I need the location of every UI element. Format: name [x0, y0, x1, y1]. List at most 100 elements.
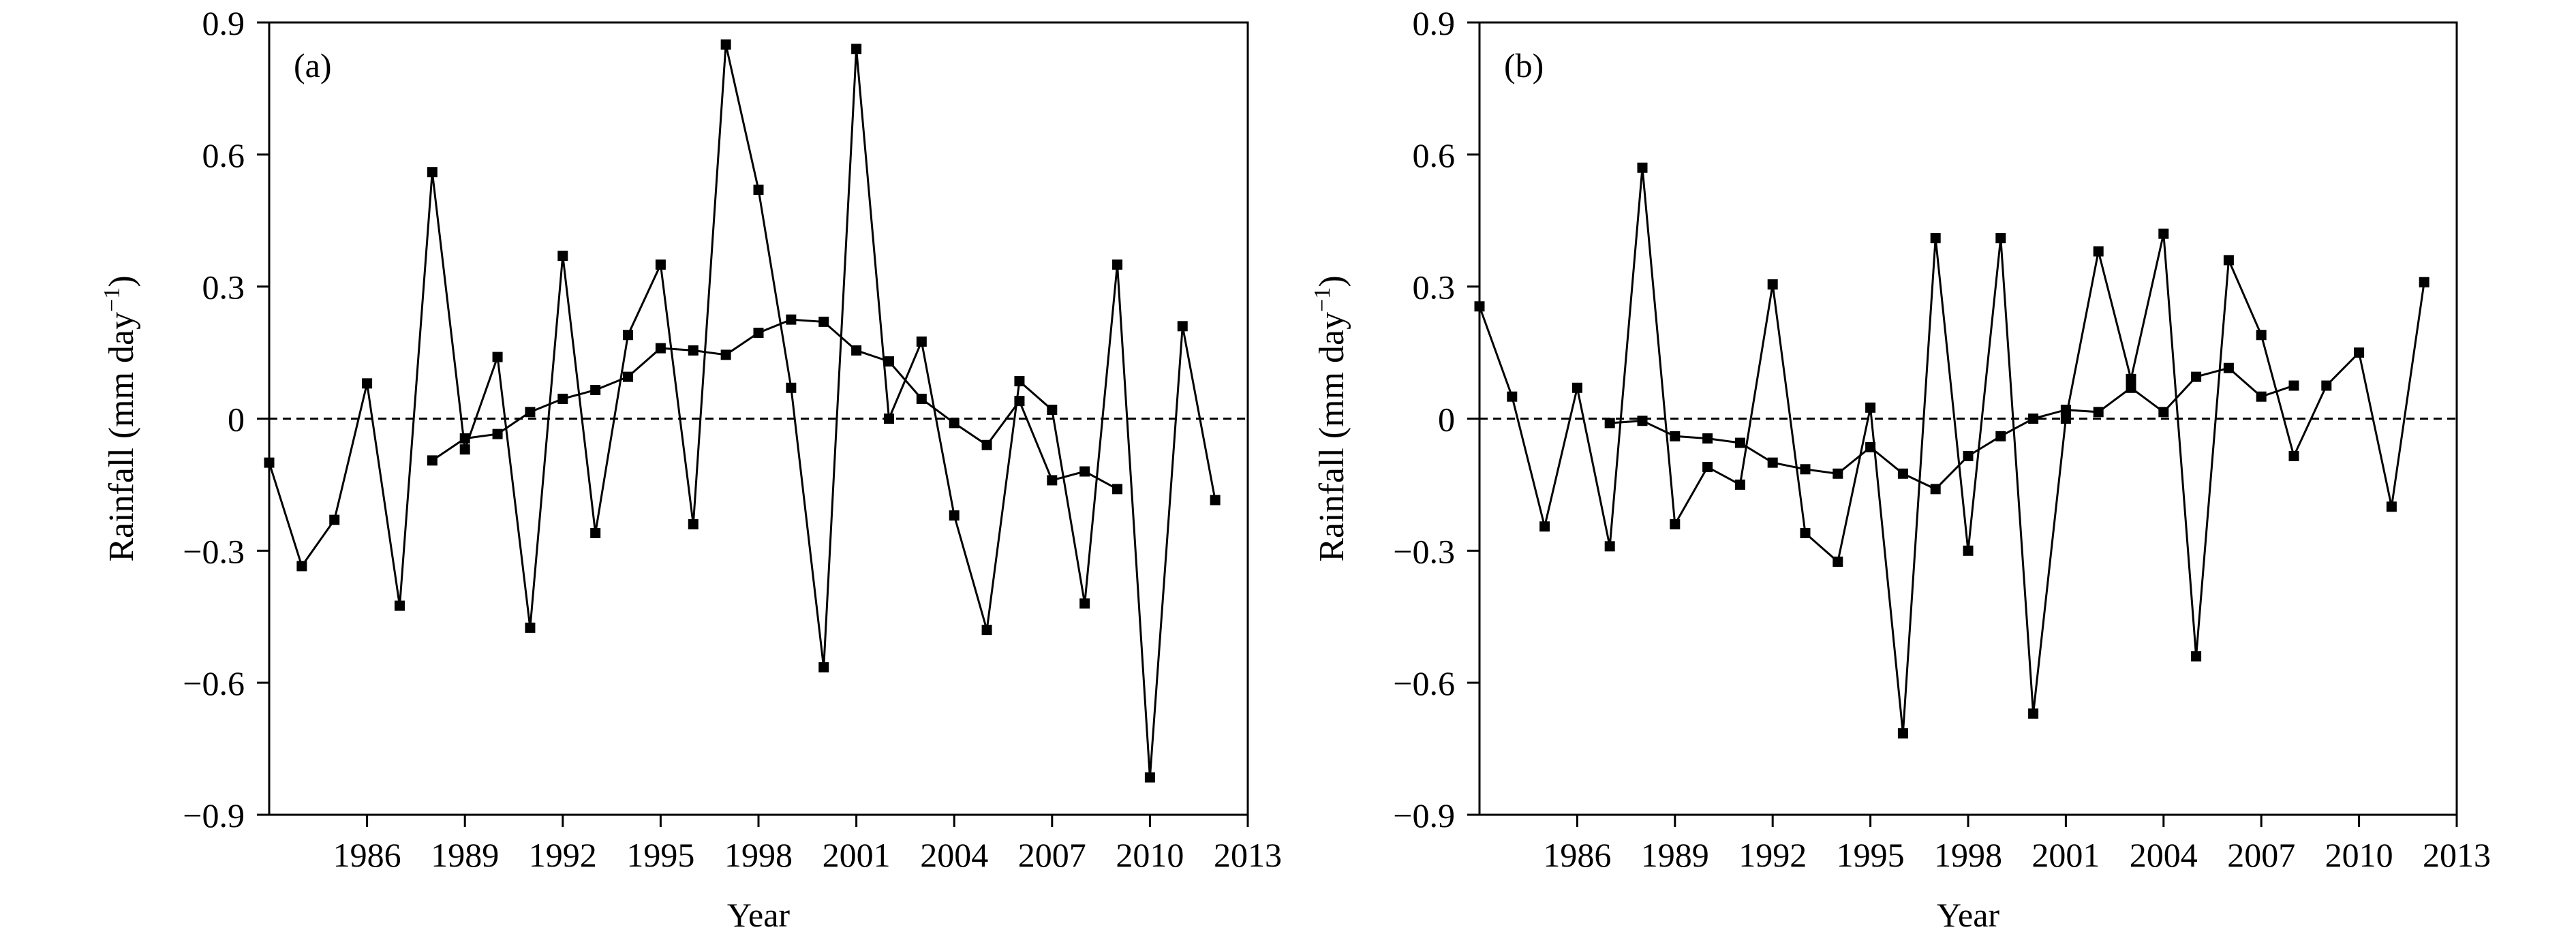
series-2-marker	[590, 385, 601, 396]
series-1-line	[268, 44, 1216, 778]
x-tick-label: 2004	[2130, 836, 2198, 874]
series-2-marker	[492, 429, 503, 439]
series-1-marker	[753, 185, 764, 196]
series-2-marker	[525, 407, 536, 418]
y-axis-label: Rainfall (mm day−1)	[99, 275, 141, 561]
series-2-marker	[1833, 468, 1843, 479]
x-tick-label: 2007	[1018, 836, 1086, 874]
y-tick-label: −0.3	[183, 532, 245, 570]
series-1-marker	[492, 352, 503, 362]
y-tick-label: −0.3	[1393, 532, 1455, 570]
y-axis-label-close: )	[1313, 275, 1351, 287]
x-tick-label: 2013	[2423, 836, 2491, 874]
series-1-marker	[1474, 301, 1485, 312]
series-2-marker	[1112, 484, 1123, 495]
series-2-marker	[2028, 414, 2039, 424]
y-tick-label: −0.9	[1393, 796, 1455, 835]
series-1-marker	[916, 336, 927, 347]
x-tick-label: 2010	[2325, 836, 2393, 874]
y-tick-label: 0	[228, 401, 245, 439]
series-1-marker	[1963, 545, 1974, 556]
series-1-marker	[1767, 279, 1778, 290]
series-2-marker	[2060, 405, 2071, 416]
series-1-marker	[329, 514, 340, 525]
panel-label: (a)	[294, 46, 332, 84]
x-tick-label: 1995	[626, 836, 694, 874]
series-1-marker	[2060, 414, 2071, 424]
series-2-marker	[1637, 416, 1648, 426]
y-tick-label: 0.9	[202, 4, 245, 42]
series-1-marker	[264, 457, 275, 468]
x-tick-label: 2004	[920, 836, 988, 874]
series-2-marker	[1079, 466, 1090, 477]
series-2-marker	[981, 439, 992, 450]
series-2-marker	[1963, 450, 1974, 461]
series-1-marker	[1604, 541, 1615, 552]
series-2-marker	[427, 455, 438, 466]
x-tick-label: 2001	[2031, 836, 2100, 874]
x-tick-label: 1998	[724, 836, 793, 874]
panel-label: (b)	[1504, 46, 1544, 84]
series-1-marker	[1734, 479, 1745, 490]
y-axis-label-close: )	[102, 275, 141, 287]
x-tick-label: 1998	[1934, 836, 2002, 874]
series-1-marker	[2191, 651, 2202, 661]
series-1-marker	[557, 250, 568, 261]
series-1-marker	[1079, 598, 1090, 609]
x-tick-label: 2007	[2227, 836, 2295, 874]
series-2-marker	[655, 343, 666, 354]
x-tick-label: 1992	[1738, 836, 1807, 874]
series-2-marker	[851, 345, 862, 356]
series-2-marker	[818, 316, 829, 327]
series-1-line	[1478, 168, 2425, 734]
series-2-marker	[1670, 431, 1681, 441]
y-tick-label: 0.6	[1413, 136, 1456, 174]
series-2-marker	[459, 433, 470, 444]
series-1-marker	[1571, 382, 1582, 393]
series-1-marker	[1670, 519, 1681, 530]
series-1-marker	[981, 625, 992, 636]
series-2-marker	[1800, 464, 1811, 475]
series-2-marker	[753, 328, 764, 339]
y-axis-label-superscript: −1	[99, 287, 125, 312]
series-1-marker	[2223, 255, 2234, 266]
y-tick-label: 0.3	[1413, 268, 1456, 307]
x-axis-label: Year	[1937, 896, 1999, 934]
series-1-marker	[1833, 556, 1843, 567]
series-2-marker	[1897, 468, 1908, 479]
y-tick-label: −0.6	[183, 664, 245, 702]
series-1-marker	[1014, 376, 1025, 387]
series-2-marker	[1702, 433, 1713, 444]
series-1-marker	[1995, 233, 2006, 244]
series-1-marker	[1507, 391, 1518, 402]
series-1-marker	[427, 167, 438, 178]
series-1-marker	[2386, 501, 2397, 512]
series-1-marker	[2126, 373, 2136, 384]
series-2-marker	[1865, 441, 1876, 452]
y-tick-label: 0.6	[202, 136, 245, 174]
series-2-marker	[949, 418, 960, 429]
series-2-marker	[1047, 475, 1058, 486]
series-1-marker	[1539, 521, 1550, 532]
y-tick-label: −0.9	[183, 796, 245, 835]
x-tick-label: 1995	[1837, 836, 1905, 874]
series-1-marker	[2288, 450, 2299, 461]
series-1-marker	[1210, 495, 1221, 505]
series-1-marker	[459, 444, 470, 455]
series-1-marker	[1047, 405, 1058, 416]
x-tick-label: 2001	[823, 836, 891, 874]
series-1-marker	[1112, 259, 1123, 270]
series-1-marker	[2028, 708, 2039, 719]
series-1-marker	[2321, 380, 2332, 391]
series-1-marker	[2158, 228, 2169, 239]
y-tick-label: 0	[1438, 401, 1455, 439]
x-tick-label: 1986	[1543, 836, 1611, 874]
series-2-marker	[2158, 407, 2169, 418]
series-2-marker	[557, 393, 568, 404]
x-tick-label: 1986	[333, 836, 401, 874]
y-axis-label-main: Rainfall (mm day	[102, 312, 141, 562]
x-tick-label: 1989	[431, 836, 499, 874]
series-1-marker	[590, 527, 601, 538]
y-axis-label: Rainfall (mm day−1)	[1310, 275, 1351, 561]
